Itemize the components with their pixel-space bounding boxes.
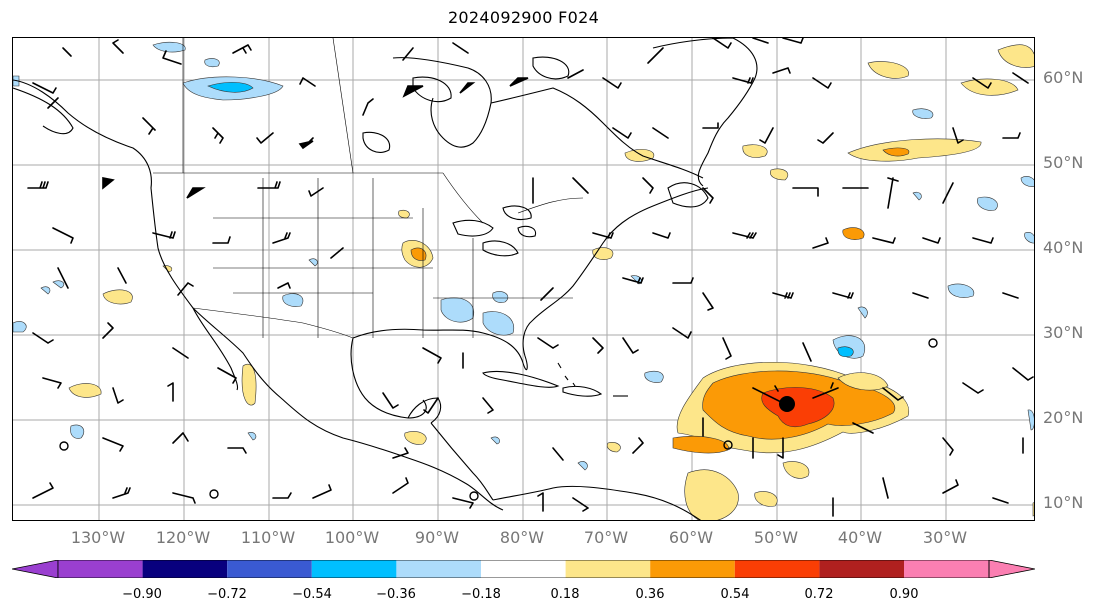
colorbar-bin-6 — [481, 560, 566, 578]
colorbar-bin-2 — [142, 560, 228, 578]
colorbar-bin-4 — [311, 560, 397, 578]
colorbar-tick-label: −0.54 — [292, 587, 332, 602]
lon-label-50w: 50°W — [753, 528, 799, 547]
lon-label-80w: 80°W — [499, 528, 545, 547]
colorbar-tick-label: 0.54 — [720, 587, 750, 602]
colorbar-extend-high — [988, 560, 1035, 578]
lat-label-60n: 60°N — [1043, 68, 1084, 87]
colorbar-tick-label: 0.36 — [635, 587, 665, 602]
colorbar-bin-1 — [58, 560, 143, 578]
lon-label-120w: 120°W — [155, 528, 211, 547]
colorbar-bin-3 — [227, 560, 312, 578]
colorbar-bin-10 — [819, 560, 904, 578]
lat-label-40n: 40°N — [1043, 238, 1084, 257]
coastlines — [13, 38, 758, 520]
lon-label-40w: 40°W — [837, 528, 883, 547]
colorbar-bin-11 — [904, 560, 989, 578]
lon-label-30w: 30°W — [922, 528, 968, 547]
storm-center-marker — [779, 396, 795, 412]
graticule — [13, 38, 1034, 520]
lat-label-50n: 50°N — [1043, 153, 1084, 172]
colorbar-tick-label: −0.36 — [376, 587, 416, 602]
lat-label-10n: 10°N — [1043, 493, 1084, 512]
colorbar-bin-5 — [396, 560, 481, 578]
colorbar-tick-label: −0.18 — [461, 587, 501, 602]
colorbar-bin-9 — [734, 560, 820, 578]
colorbar-bin-8 — [650, 560, 735, 578]
lat-label-20n: 20°N — [1043, 408, 1084, 427]
colorbar-tick-label: 0.18 — [550, 587, 580, 602]
lon-label-130w: 130°W — [70, 528, 126, 547]
colorbar-extend-low — [12, 560, 59, 578]
lon-label-100w: 100°W — [324, 528, 380, 547]
lon-label-110w: 110°W — [240, 528, 296, 547]
colorbar-tick-label: −0.90 — [122, 587, 162, 602]
colorbar-tick-label: 0.72 — [804, 587, 834, 602]
colorbar-tick-label: 0.90 — [889, 587, 919, 602]
colorbar-tick-label: −0.72 — [207, 587, 247, 602]
map-panel — [12, 37, 1035, 521]
lat-label-30n: 30°N — [1043, 323, 1084, 342]
lon-label-90w: 90°W — [414, 528, 460, 547]
colorbar — [12, 560, 1035, 578]
political-borders — [153, 38, 584, 339]
map-title: 2024092900 F024 — [447, 8, 600, 27]
calm-markers — [59, 338, 938, 501]
anomaly-fills — [13, 41, 1034, 520]
map-canvas — [13, 38, 1034, 520]
colorbar-bin-7 — [565, 560, 651, 578]
lon-label-60w: 60°W — [668, 528, 714, 547]
wind-barbs — [27, 38, 1034, 517]
lon-label-70w: 70°W — [583, 528, 629, 547]
